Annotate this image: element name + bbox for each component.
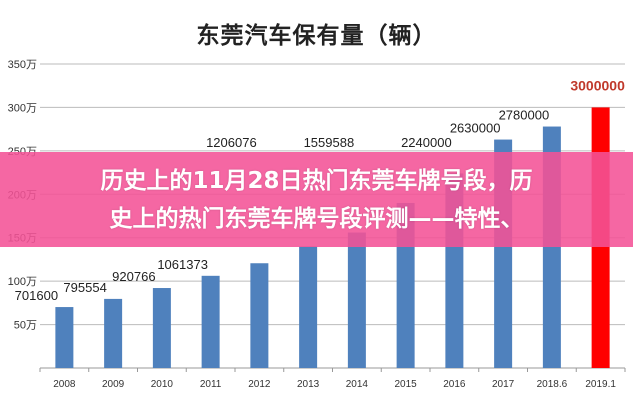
bar-2014	[347, 232, 366, 368]
data-label: 1206076	[206, 135, 257, 150]
data-label: 795554	[63, 280, 106, 295]
x-tick-label: 2018.6	[537, 379, 568, 390]
x-tick-label: 2012	[248, 379, 271, 390]
x-tick-label: 2019.1	[585, 379, 616, 390]
data-label: 1061373	[157, 257, 208, 272]
data-label: 3000000	[570, 78, 625, 94]
chart-title: 东莞汽车保有量（辆）	[196, 23, 437, 49]
y-tick-label: 350万	[8, 59, 37, 71]
data-label: 2780000	[499, 108, 550, 123]
headline-line-1: 历史上的11月28日热门东莞车牌号段，历	[100, 167, 533, 194]
data-label: 701600	[15, 288, 58, 303]
x-tick-label: 2011	[200, 379, 222, 390]
data-label: 2630000	[450, 121, 501, 136]
x-tick-label: 2009	[102, 379, 125, 390]
y-tick-label: 300万	[8, 102, 37, 114]
bar-2011	[201, 275, 220, 368]
bar-2008	[55, 307, 74, 368]
y-tick-label: 100万	[8, 276, 37, 288]
bar-2010	[152, 288, 171, 368]
x-tick-label: 2015	[395, 379, 418, 390]
data-label: 1559588	[304, 135, 355, 150]
y-tick-label: 50万	[14, 320, 37, 332]
x-tick-label: 2016	[443, 379, 466, 390]
headline-line-2: 史上的热门东莞车牌号段评测——特性、	[109, 205, 524, 232]
x-tick-label: 2017	[492, 379, 515, 390]
headline-overlay: 历史上的11月28日热门东莞车牌号段，历 史上的热门东莞车牌号段评测——特性、	[0, 152, 633, 247]
data-label: 2240000	[401, 135, 452, 150]
x-tick-label: 2013	[297, 379, 320, 390]
x-tick-label: 2008	[53, 379, 76, 390]
data-label: 920766	[112, 269, 155, 284]
x-tick-label: 2010	[151, 379, 174, 390]
bar-2013	[299, 246, 318, 368]
bar-2012	[250, 263, 269, 368]
bar-2009	[104, 298, 123, 368]
x-tick-label: 2014	[346, 379, 369, 390]
